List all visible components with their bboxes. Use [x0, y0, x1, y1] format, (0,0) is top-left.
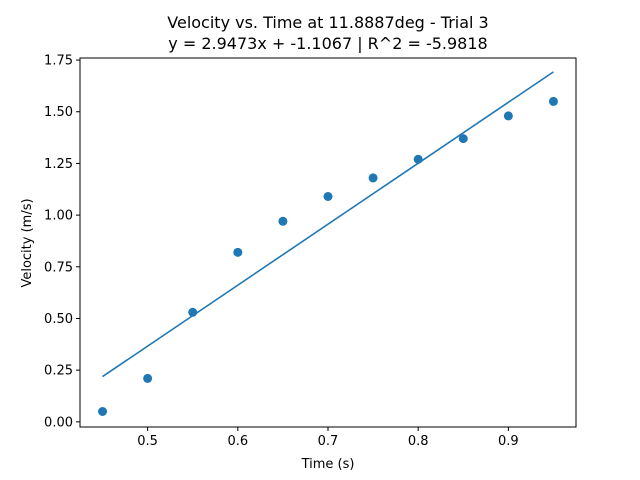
y-tick-label: 0.25	[44, 364, 73, 379]
chart-title: Velocity vs. Time at 11.8887deg - Trial …	[167, 13, 488, 32]
x-tick-label: 0.9	[498, 434, 519, 449]
x-tick-label: 0.5	[137, 434, 158, 449]
data-point	[278, 216, 288, 226]
axes-frame	[79, 57, 577, 428]
data-point	[98, 406, 108, 416]
x-axis: 0.5 0.6 0.7 0.8 0.9	[137, 427, 519, 449]
fit-line	[102, 71, 554, 378]
y-tick-label: 1.25	[44, 157, 73, 172]
chart-subtitle: y = 2.9473x + -1.1067 | R^2 = -5.9818	[168, 34, 487, 53]
x-tick-label: 0.6	[227, 434, 248, 449]
data-point	[233, 247, 243, 257]
y-axis-label: Velocity (m/s)	[20, 198, 35, 287]
data-point	[188, 307, 198, 317]
plot-area	[98, 71, 558, 416]
data-point	[368, 173, 378, 183]
y-tick-label: 0.50	[44, 312, 73, 327]
data-point	[503, 111, 513, 121]
y-tick-label: 1.50	[44, 105, 73, 120]
x-tick-label: 0.8	[408, 434, 429, 449]
data-point	[413, 154, 423, 164]
data-point	[143, 373, 153, 383]
data-point	[458, 134, 468, 144]
y-tick-label: 0.00	[44, 415, 73, 430]
y-tick-label: 1.75	[44, 54, 73, 69]
data-point	[323, 192, 333, 202]
y-axis: 0.00 0.25 0.50 0.75 1.00 1.25 1.50 1.75	[44, 54, 80, 430]
y-tick-label: 1.00	[44, 209, 73, 224]
y-tick-label: 0.75	[44, 260, 73, 275]
x-tick-label: 0.7	[318, 434, 339, 449]
x-axis-label: Time (s)	[301, 457, 355, 472]
data-point	[548, 96, 558, 106]
